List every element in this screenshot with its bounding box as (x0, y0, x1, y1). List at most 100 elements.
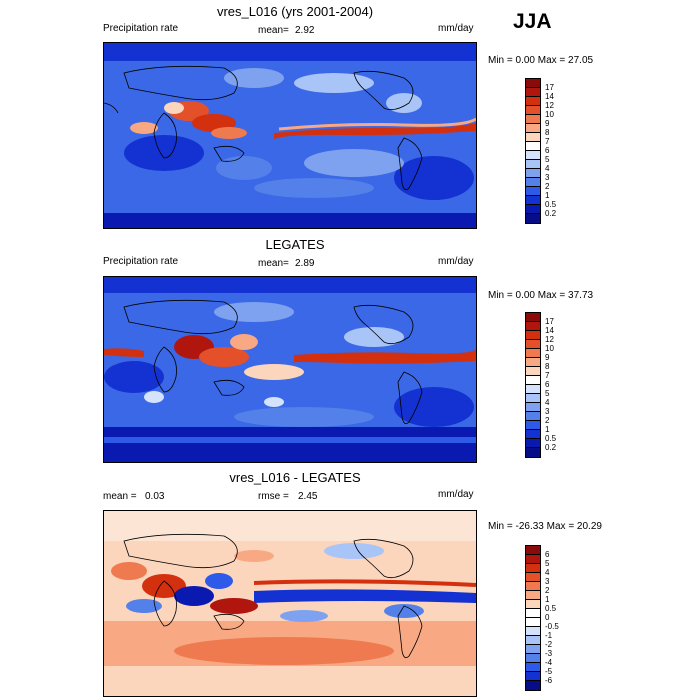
colorbar-segment (526, 331, 540, 340)
colorbar-segment (526, 600, 540, 609)
colorbar-tick-label: 8 (545, 362, 550, 371)
colorbar-segment (526, 618, 540, 627)
panel-2-title: LEGATES (265, 237, 325, 252)
colorbar-segment (526, 367, 540, 376)
colorbar-segment (526, 627, 540, 636)
colorbar-segment (526, 169, 540, 178)
colorbar-segment (526, 349, 540, 358)
colorbar-tick-label: 4 (545, 164, 550, 173)
panel-1-title: vres_L016 (yrs 2001-2004) (216, 4, 374, 19)
colorbar-tick-label: 17 (545, 83, 554, 92)
colorbar-segment (526, 142, 540, 151)
colorbar-tick-label: 2 (545, 416, 550, 425)
colorbar-tick-label: 7 (545, 137, 550, 146)
panel-3-colorbar (525, 545, 541, 691)
panel-1-variable-label: Precipitation rate (103, 23, 179, 34)
colorbar-segment (526, 439, 540, 448)
colorbar-tick-label: 1 (545, 595, 550, 604)
colorbar-segment (526, 582, 540, 591)
panel-3-map (103, 510, 477, 697)
colorbar-segment (526, 178, 540, 187)
colorbar-tick-label: 5 (545, 155, 550, 164)
colorbar-segment (526, 124, 540, 133)
colorbar-segment (526, 187, 540, 196)
colorbar-tick-label: 7 (545, 371, 550, 380)
colorbar-tick-label: 8 (545, 128, 550, 137)
colorbar-tick-label: 0.2 (545, 209, 557, 218)
colorbar-tick-label: 0.2 (545, 443, 557, 452)
colorbar-segment (526, 636, 540, 645)
colorbar-tick-label: 0.5 (545, 200, 557, 209)
colorbar-segment (526, 672, 540, 681)
colorbar-tick-label: 1 (545, 191, 550, 200)
panel-1-unit: mm/day (438, 23, 474, 34)
colorbar-tick-label: 3 (545, 407, 550, 416)
colorbar-tick-label: 1 (545, 425, 550, 434)
colorbar-segment (526, 214, 540, 223)
colorbar-segment (526, 88, 540, 97)
colorbar-segment (526, 106, 540, 115)
panel-1-map (103, 42, 477, 229)
colorbar-tick-label: -0.5 (545, 622, 559, 631)
colorbar-tick-label: 3 (545, 577, 550, 586)
panel-2-mean-value: 2.89 (295, 258, 315, 269)
colorbar-tick-label: 4 (545, 568, 550, 577)
colorbar-tick-label: -3 (545, 649, 553, 658)
colorbar-tick-label: 4 (545, 398, 550, 407)
panel-1-mean-value: 2.92 (295, 25, 315, 36)
colorbar-tick-label: 6 (545, 550, 550, 559)
colorbar-segment (526, 205, 540, 214)
panel-1-colorbar (525, 78, 541, 224)
colorbar-tick-label: -6 (545, 676, 553, 685)
colorbar-tick-label: 0.5 (545, 604, 557, 613)
colorbar-segment (526, 448, 540, 457)
colorbar-tick-label: 5 (545, 559, 550, 568)
colorbar-tick-label: 0.5 (545, 434, 557, 443)
colorbar-segment (526, 79, 540, 88)
colorbar-segment (526, 573, 540, 582)
colorbar-segment (526, 160, 540, 169)
colorbar-segment (526, 403, 540, 412)
panel-3-mean-label: mean = (103, 491, 137, 502)
colorbar-segment (526, 564, 540, 573)
colorbar-segment (526, 196, 540, 205)
colorbar-segment (526, 115, 540, 124)
colorbar-segment (526, 430, 540, 439)
panel-3-unit: mm/day (438, 489, 474, 500)
colorbar-segment (526, 663, 540, 672)
panel-1-minmax: Min = 0.00 Max = 27.05 (488, 55, 594, 66)
colorbar-tick-label: 12 (545, 335, 554, 344)
panel-3-rmse-value: 2.45 (298, 491, 318, 502)
colorbar-segment (526, 340, 540, 349)
colorbar-tick-label: -2 (545, 640, 553, 649)
colorbar-tick-label: 5 (545, 389, 550, 398)
colorbar-tick-label: 0 (545, 613, 550, 622)
colorbar-tick-label: 14 (545, 92, 554, 101)
colorbar-tick-label: 9 (545, 119, 550, 128)
colorbar-segment (526, 322, 540, 331)
colorbar-segment (526, 645, 540, 654)
colorbar-segment (526, 546, 540, 555)
colorbar-segment (526, 313, 540, 322)
colorbar-segment (526, 681, 540, 690)
panel-2-unit: mm/day (438, 256, 474, 267)
colorbar-segment (526, 591, 540, 600)
colorbar-segment (526, 609, 540, 618)
colorbar-tick-label: 12 (545, 101, 554, 110)
colorbar-tick-label: 10 (545, 110, 554, 119)
panel-2-mean-label: mean= (258, 258, 289, 269)
panel-2-variable-label: Precipitation rate (103, 256, 179, 267)
colorbar-tick-label: 9 (545, 353, 550, 362)
panel-3-title: vres_L016 - LEGATES (229, 470, 361, 485)
colorbar-tick-label: 6 (545, 380, 550, 389)
season-label: JJA (513, 10, 552, 33)
colorbar-segment (526, 421, 540, 430)
colorbar-tick-label: 6 (545, 146, 550, 155)
colorbar-tick-label: 3 (545, 173, 550, 182)
panel-2-colorbar (525, 312, 541, 458)
panel-3-minmax: Min = -26.33 Max = 20.29 (488, 521, 602, 532)
panel-2-map (103, 276, 477, 463)
colorbar-segment (526, 376, 540, 385)
colorbar-segment (526, 151, 540, 160)
panel-3-mean-value: 0.03 (145, 491, 165, 502)
